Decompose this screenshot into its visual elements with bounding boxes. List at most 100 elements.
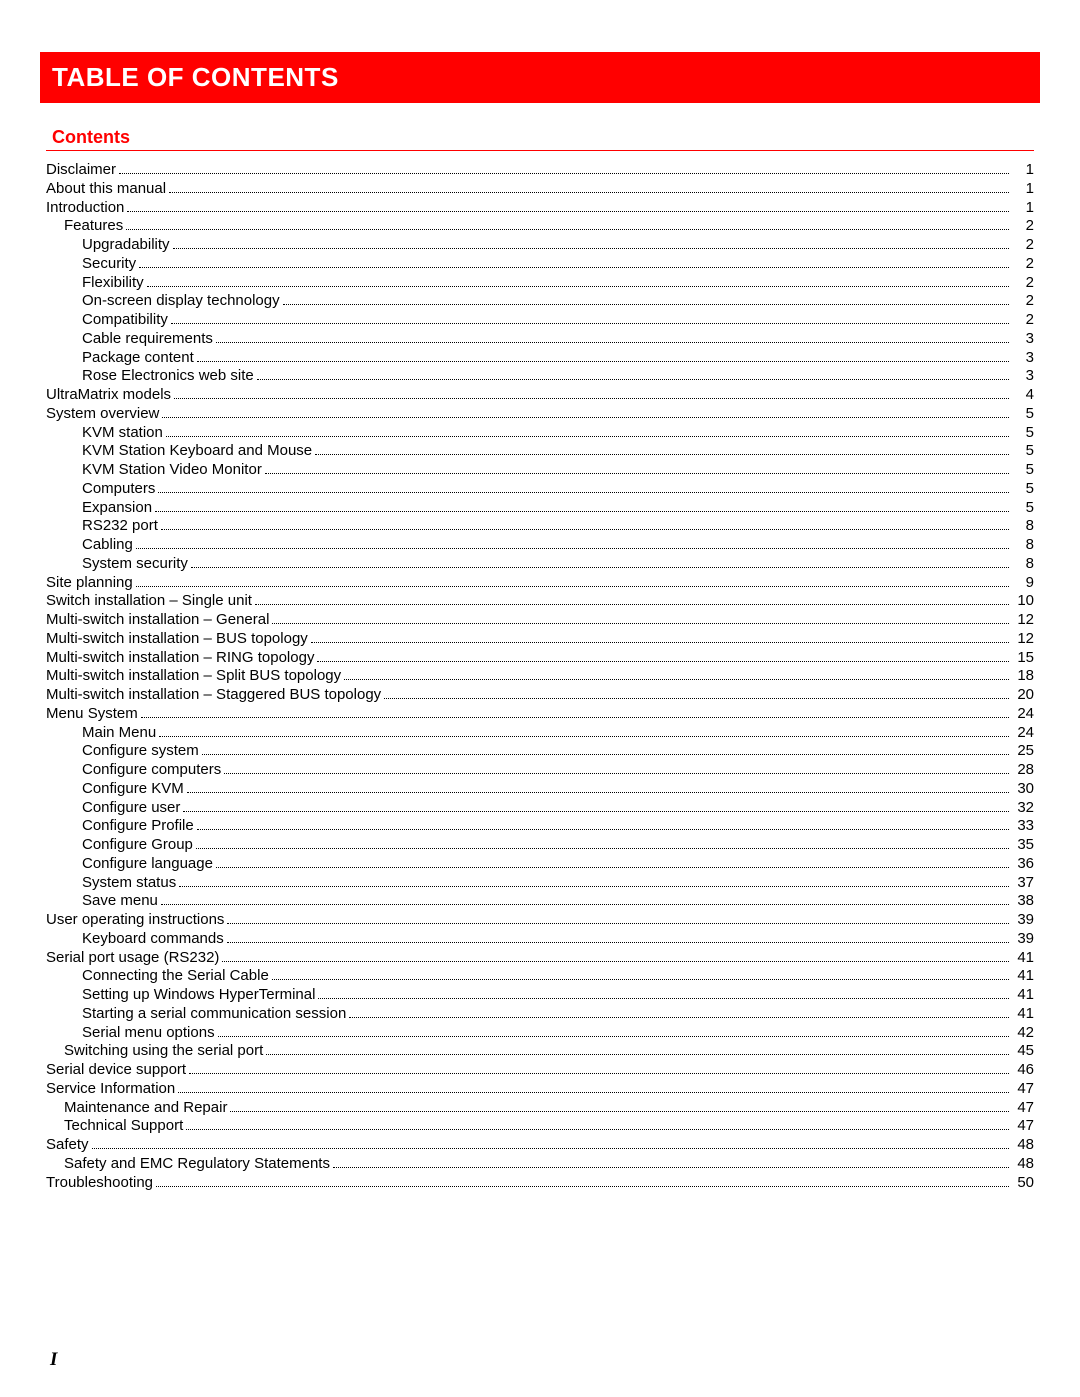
toc-leader [216, 867, 1009, 868]
toc-entry-label: Technical Support [64, 1117, 183, 1136]
toc-leader [349, 1017, 1009, 1018]
toc-entry: Switch installation – Single unit10 [46, 592, 1034, 611]
toc-leader [202, 754, 1009, 755]
toc-entry-label: Multi-switch installation – RING topolog… [46, 649, 314, 668]
toc-entry-label: Configure KVM [82, 780, 184, 799]
toc-entry-page: 5 [1012, 480, 1034, 499]
toc-entry: Expansion5 [46, 499, 1034, 518]
toc-leader [179, 886, 1009, 887]
toc-entry-label: Package content [82, 349, 194, 368]
toc-leader [189, 1073, 1009, 1074]
toc-entry: Configure computers28 [46, 761, 1034, 780]
toc-entry-page: 2 [1012, 311, 1034, 330]
contents-heading: Contents [46, 127, 1034, 151]
toc-entry-page: 41 [1012, 1005, 1034, 1024]
toc-entry: User operating instructions 39 [46, 911, 1034, 930]
toc-entry: Disclaimer 1 [46, 161, 1034, 180]
toc-entry: KVM Station Video Monitor5 [46, 461, 1034, 480]
toc-leader [186, 1129, 1009, 1130]
toc-entry-label: Serial menu options [82, 1024, 215, 1043]
toc-entry: Configure language36 [46, 855, 1034, 874]
toc-leader [283, 304, 1009, 305]
toc-entry-page: 39 [1012, 911, 1034, 930]
toc-entry-label: Features [64, 217, 123, 236]
toc-leader [227, 942, 1009, 943]
toc-entry-page: 3 [1012, 367, 1034, 386]
toc-entry-label: User operating instructions [46, 911, 224, 930]
toc-entry-label: Configure language [82, 855, 213, 874]
toc-entry-page: 2 [1012, 236, 1034, 255]
toc-entry-page: 50 [1012, 1174, 1034, 1193]
toc-entry: Save menu38 [46, 892, 1034, 911]
toc-entry-page: 2 [1012, 217, 1034, 236]
toc-leader [169, 192, 1009, 193]
toc-leader [136, 548, 1009, 549]
toc-entry: Connecting the Serial Cable41 [46, 967, 1034, 986]
toc-entry: System overview5 [46, 405, 1034, 424]
toc-entry-page: 30 [1012, 780, 1034, 799]
toc-leader [156, 1186, 1009, 1187]
toc-entry-page: 2 [1012, 274, 1034, 293]
toc-entry-label: Disclaimer [46, 161, 116, 180]
toc-entry: UltraMatrix models4 [46, 386, 1034, 405]
toc-entry-label: Safety and EMC Regulatory Statements [64, 1155, 330, 1174]
toc-entry-page: 15 [1012, 649, 1034, 668]
toc-entry: Configure system25 [46, 742, 1034, 761]
page-number: I [50, 1349, 57, 1371]
toc-entry: Switching using the serial port45 [46, 1042, 1034, 1061]
toc-entry-label: KVM Station Video Monitor [82, 461, 262, 480]
toc-entry-label: RS232 port [82, 517, 158, 536]
toc-entry: Serial port usage (RS232) 41 [46, 949, 1034, 968]
toc-entry: Compatibility 2 [46, 311, 1034, 330]
toc-entry: Service Information 47 [46, 1080, 1034, 1099]
toc-entry-page: 5 [1012, 405, 1034, 424]
toc-entry: Menu System24 [46, 705, 1034, 724]
toc-entry-page: 25 [1012, 742, 1034, 761]
toc-entry: Cable requirements3 [46, 330, 1034, 349]
toc-entry: Multi-switch installation – Split BUS to… [46, 667, 1034, 686]
toc-entry-page: 48 [1012, 1136, 1034, 1155]
toc-entry-page: 28 [1012, 761, 1034, 780]
toc-entry: Multi-switch installation – General12 [46, 611, 1034, 630]
toc-leader [161, 529, 1009, 530]
toc-entry: Multi-switch installation – RING topolog… [46, 649, 1034, 668]
toc-entry-page: 41 [1012, 949, 1034, 968]
toc-entry: Serial menu options42 [46, 1024, 1034, 1043]
toc-entry-label: Keyboard commands [82, 930, 224, 949]
table-of-contents: Disclaimer1About this manual1Introductio… [40, 161, 1040, 1192]
toc-leader [178, 1092, 1009, 1093]
toc-entry-label: Configure Group [82, 836, 193, 855]
toc-leader [159, 736, 1009, 737]
toc-entry-page: 41 [1012, 986, 1034, 1005]
toc-leader [119, 173, 1009, 174]
toc-entry-page: 1 [1012, 161, 1034, 180]
toc-leader [196, 848, 1009, 849]
toc-entry-label: Compatibility [82, 311, 168, 330]
toc-entry: Multi-switch installation – Staggered BU… [46, 686, 1034, 705]
toc-entry-label: Serial port usage (RS232) [46, 949, 219, 968]
toc-leader [265, 473, 1009, 474]
toc-entry-page: 41 [1012, 967, 1034, 986]
toc-entry-label: Safety [46, 1136, 89, 1155]
toc-entry-label: System status [82, 874, 176, 893]
toc-leader [141, 717, 1009, 718]
toc-entry-label: Maintenance and Repair [64, 1099, 227, 1118]
toc-entry: Keyboard commands39 [46, 930, 1034, 949]
toc-entry-page: 46 [1012, 1061, 1034, 1080]
toc-leader [344, 679, 1009, 680]
toc-entry-label: Switch installation – Single unit [46, 592, 252, 611]
toc-entry-label: Troubleshooting [46, 1174, 153, 1193]
toc-entry-page: 35 [1012, 836, 1034, 855]
toc-entry-page: 5 [1012, 499, 1034, 518]
toc-leader [191, 567, 1009, 568]
toc-entry-page: 47 [1012, 1080, 1034, 1099]
toc-leader [230, 1111, 1009, 1112]
toc-entry-label: Computers [82, 480, 155, 499]
toc-entry-page: 5 [1012, 442, 1034, 461]
toc-leader [224, 773, 1009, 774]
toc-entry-label: Introduction [46, 199, 124, 218]
toc-entry-label: Service Information [46, 1080, 175, 1099]
toc-entry-label: Upgradability [82, 236, 170, 255]
toc-leader [161, 904, 1009, 905]
toc-entry: Package content3 [46, 349, 1034, 368]
